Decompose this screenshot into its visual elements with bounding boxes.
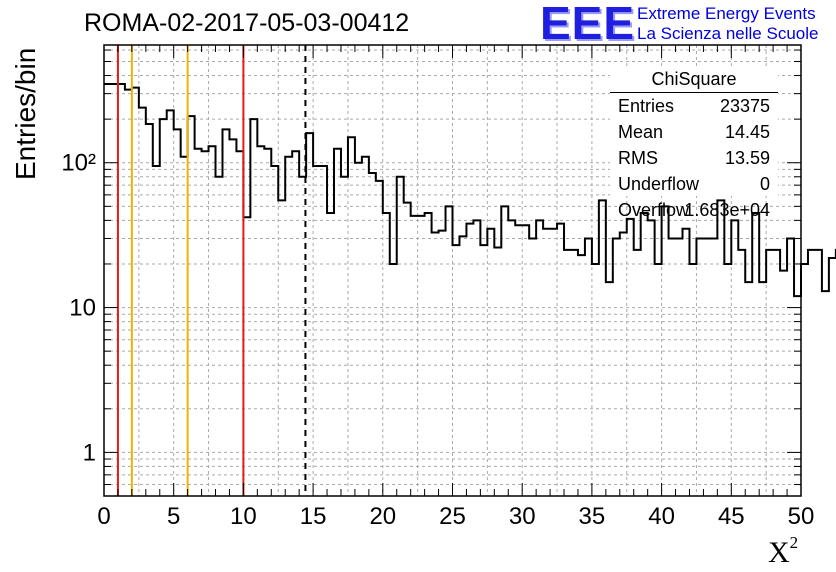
stats-row-underflow: Underflow 0 <box>610 171 778 197</box>
stats-label: Entries <box>618 96 675 116</box>
x-tick-label: 40 <box>648 503 675 530</box>
stats-label: Overflow <box>618 200 690 220</box>
x-axis-label: X2 <box>768 533 799 570</box>
x-tick-label: 30 <box>509 503 536 530</box>
stats-value: 13.59 <box>724 148 770 168</box>
stats-label: Mean <box>618 122 664 142</box>
x-axis-label-text: X <box>768 536 790 569</box>
x-tick-label: 35 <box>579 503 606 530</box>
stats-label: RMS <box>618 148 658 168</box>
y-tick-label: 10² <box>61 150 96 177</box>
stats-box-title: ChiSquare <box>651 69 737 89</box>
eee-logo: EEE <box>540 0 636 49</box>
stats-box: ChiSquare Entries 23375 Mean 14.45 RMS 1… <box>610 68 778 220</box>
x-tick-label: 5 <box>167 503 180 530</box>
y-tick-label: 1 <box>83 439 96 466</box>
x-tick-label: 25 <box>439 503 466 530</box>
stats-box-divider <box>610 92 778 93</box>
y-axis-label: Entries/bin <box>10 47 41 180</box>
chart-title: ROMA-02-2017-05-03-00412 <box>84 9 410 37</box>
x-tick-label: 20 <box>369 503 396 530</box>
stats-row-rms: RMS 13.59 <box>610 145 778 171</box>
logo-subtitle-1: Extreme Energy Events <box>637 4 816 23</box>
stats-row-overflow: Overflow 1.683e+04 <box>610 197 778 223</box>
x-tick-label: 50 <box>788 503 815 530</box>
stats-row-entries: Entries 23375 <box>610 93 778 119</box>
x-axis-label-superscript: 2 <box>789 533 799 552</box>
stats-row-mean: Mean 14.45 <box>610 119 778 145</box>
stats-value: 14.45 <box>724 122 770 142</box>
stats-value: 0 <box>759 174 770 194</box>
y-tick-label: 10 <box>69 295 96 322</box>
stats-label: Underflow <box>618 174 700 194</box>
logo-subtitle-2: La Scienza nelle Scuole <box>637 24 819 43</box>
x-tick-label: 45 <box>718 503 745 530</box>
x-tick-label: 15 <box>300 503 327 530</box>
x-tick-label: 0 <box>97 503 110 530</box>
stats-value: 1.683e+04 <box>684 200 770 220</box>
x-tick-label: 10 <box>230 503 257 530</box>
stats-value: 23375 <box>719 96 770 116</box>
histogram-outline <box>104 82 836 298</box>
